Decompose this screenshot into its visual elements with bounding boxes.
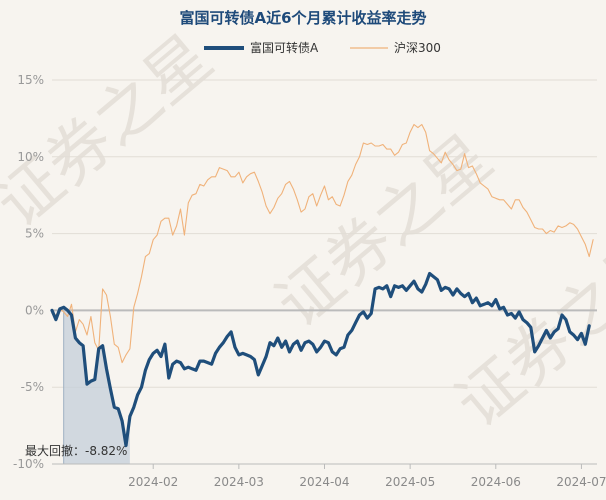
x-tick-label: 2024-05 bbox=[385, 475, 435, 489]
legend-index-label: 沪深300 bbox=[394, 41, 441, 55]
drawdown-fill bbox=[63, 307, 130, 464]
y-tick-label: 10% bbox=[17, 150, 44, 164]
max-drawdown-area bbox=[63, 307, 130, 464]
x-tick-label: 2024-02 bbox=[128, 475, 178, 489]
chart-title: 富国可转债A近6个月累计收益率走势 bbox=[179, 9, 426, 27]
y-tick-label: 5% bbox=[25, 227, 44, 241]
x-tick-label: 2024-03 bbox=[214, 475, 264, 489]
y-axis: 15% 10% 5% 0% -5% -10% bbox=[13, 73, 597, 471]
series-fund bbox=[50, 271, 591, 448]
x-axis: 2024-02 2024-03 2024-04 2024-05 2024-06 2024-… bbox=[52, 463, 606, 489]
y-tick-label: 0% bbox=[25, 303, 44, 317]
index-line bbox=[51, 123, 594, 364]
x-tick-label: 2024-07 bbox=[556, 475, 606, 489]
y-tick-label: 15% bbox=[17, 73, 44, 87]
y-tick-label: -10% bbox=[13, 457, 44, 471]
max-drawdown-label: 最大回撤：-8.82% bbox=[25, 443, 127, 458]
watermark-text: 证券之星 bbox=[263, 121, 507, 342]
x-tick-label: 2024-06 bbox=[471, 475, 521, 489]
legend: 富国可转债A 沪深300 bbox=[204, 40, 441, 55]
watermark-text: 证券之星 bbox=[443, 221, 606, 442]
series-lines bbox=[50, 123, 594, 448]
y-tick-label: -5% bbox=[21, 380, 44, 394]
legend-fund-label: 富国可转债A bbox=[250, 40, 319, 55]
x-tick-label: 2024-04 bbox=[299, 475, 349, 489]
watermark-text: 证券之星 bbox=[0, 21, 226, 242]
